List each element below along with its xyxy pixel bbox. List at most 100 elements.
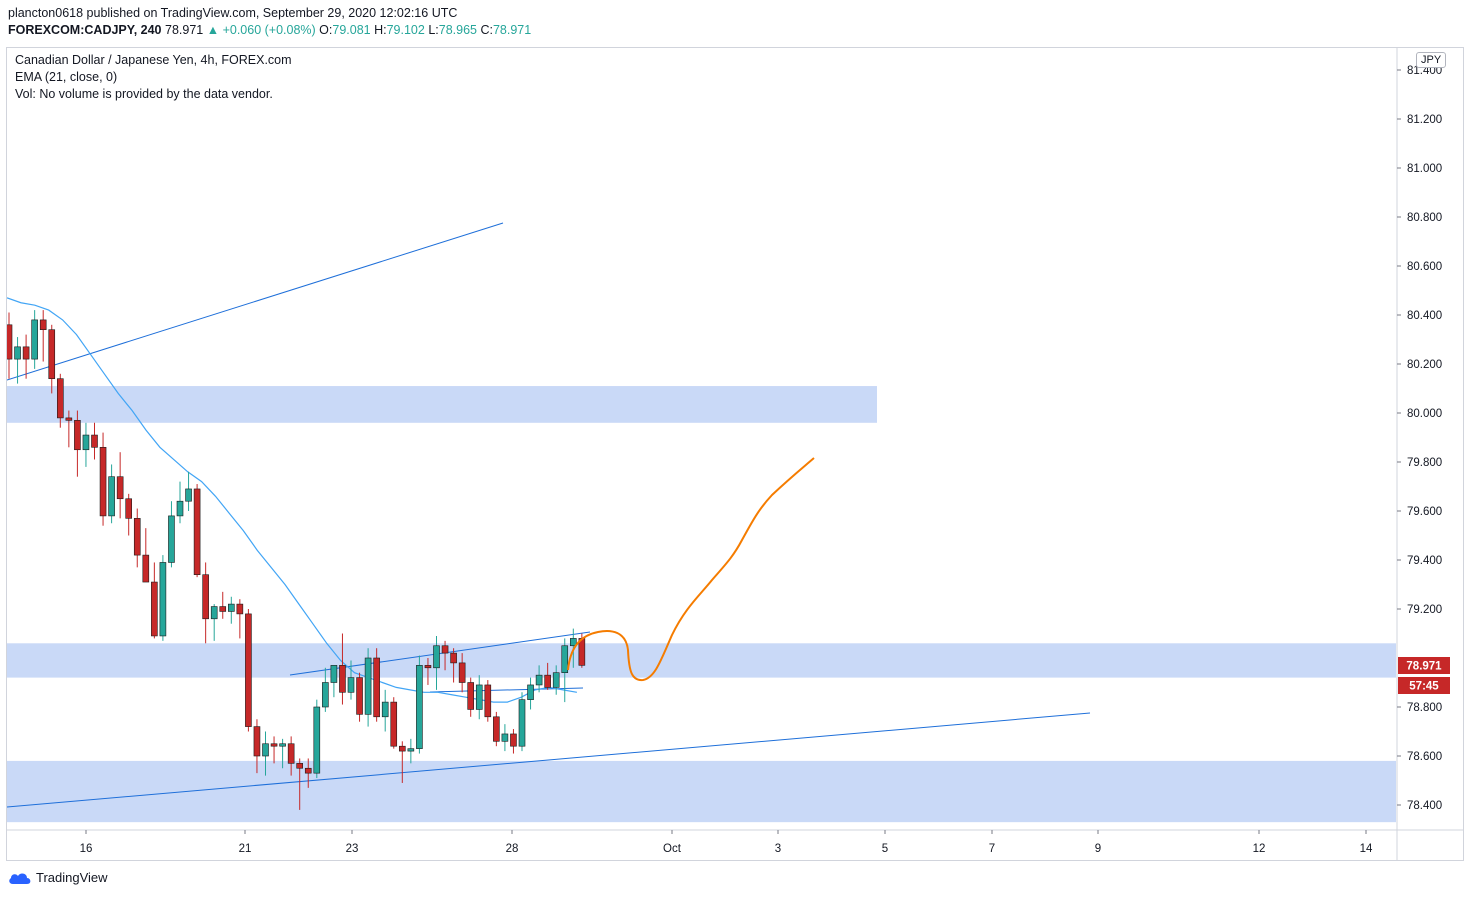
candle [193,484,201,578]
candle-body [527,684,534,700]
candle [133,508,141,568]
candle [347,660,355,700]
price-tick-label: 78.800 [1407,702,1442,714]
symbol: FOREXCOM:CADJPY, 240 [8,23,162,37]
candle-body [296,763,304,769]
candle [22,334,30,379]
candle [245,609,252,732]
candle [219,591,227,619]
candle-body [22,346,30,360]
candle-body [39,319,47,330]
candle [433,635,440,690]
candle-body [493,716,500,742]
candle-body [484,684,492,718]
support-resistance-zone [7,760,1396,823]
candle-body [475,684,483,710]
candle-body [31,319,38,360]
candle-body [467,682,475,710]
price-tick-label: 81.200 [1407,114,1442,126]
candle-body [270,743,278,747]
candle-body [347,677,355,693]
candle-body [236,603,244,615]
candle [364,648,372,727]
candle [544,662,551,690]
candle-body [65,417,73,421]
candle-body [228,603,235,612]
trendline[interactable] [7,712,1091,808]
candle-body [99,446,107,517]
candle-body [151,581,158,637]
trendline[interactable] [429,687,584,693]
low-label: L: [428,23,439,37]
countdown-badge-text: 57:45 [1409,681,1439,693]
low-value: 78.965 [438,23,477,37]
published-line: plancton0618 published on TradingView.co… [8,6,458,20]
candle [56,373,64,428]
candle-body [253,726,261,757]
candle [424,658,432,685]
candle-body [322,682,329,708]
close-label: C: [480,23,493,37]
candle [108,464,115,524]
footer-brand: TradingView [8,870,108,885]
candle [330,665,338,698]
candle [142,528,150,583]
candle [373,648,380,722]
candle-body [219,606,227,612]
ohlc-line: FOREXCOM:CADJPY, 240 78.971 ▲ +0.060 (+0… [8,22,531,39]
candle [39,310,47,362]
time-tick-label: 28 [506,843,519,855]
price-tick-label: 80.400 [1407,310,1442,322]
time-tick-label: 9 [1095,843,1101,855]
time-tick-label: 5 [882,843,888,855]
candle-body [48,329,56,380]
last-price-badge-text: 78.971 [1406,661,1442,673]
candle-body [159,562,167,637]
time-tick-label: 16 [80,843,93,855]
price-tick-label: 81.000 [1407,163,1442,175]
candle-body [330,665,338,683]
candle [279,738,286,769]
trendline[interactable] [7,222,504,381]
candle-body [168,515,175,563]
currency-badge[interactable]: JPY [1416,52,1447,68]
candle-body [74,420,81,451]
candle [458,653,466,693]
candle [518,692,526,752]
candle [407,738,415,764]
legend-ema: EMA (21, close, 0) [15,70,118,84]
candle-body [561,645,569,674]
candle-body [202,574,209,620]
candle-body [116,476,124,500]
projection-path[interactable] [567,457,815,682]
candle-body [14,346,21,360]
price-tick-label: 80.200 [1407,359,1442,371]
candle [475,675,483,720]
last-price: 78.971 [165,23,204,37]
candle-body [381,701,389,718]
candle [484,680,492,722]
candle [236,599,244,639]
price-tick-label: 80.800 [1407,212,1442,224]
candle-body [416,665,423,749]
support-resistance-zone [7,643,1396,678]
price-tick-label: 80.600 [1407,261,1442,273]
plot-area [7,222,1396,823]
ema-line [7,297,578,703]
legend-volume: Vol: No volume is provided by the data v… [15,87,273,101]
candle-body [7,324,13,360]
candle [322,667,329,712]
price-change: ▲ +0.060 (+0.08%) [206,23,316,37]
candle-body [424,665,432,669]
candle-body [313,706,321,774]
candle-body [356,677,363,715]
candle-body [373,657,380,718]
candle [313,699,321,779]
candle-body [364,657,372,715]
candle [159,555,167,641]
candle [390,697,398,749]
candle [91,422,98,460]
publication-header: plancton0618 published on TradingView.co… [8,5,531,39]
price-tick-label: 80.000 [1407,408,1442,420]
